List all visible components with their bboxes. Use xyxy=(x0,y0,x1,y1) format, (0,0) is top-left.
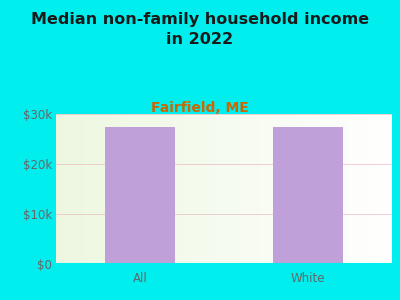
Text: Median non-family household income
in 2022: Median non-family household income in 20… xyxy=(31,12,369,47)
Text: Fairfield, ME: Fairfield, ME xyxy=(151,100,249,115)
Bar xyxy=(273,127,343,264)
Bar xyxy=(105,127,175,264)
